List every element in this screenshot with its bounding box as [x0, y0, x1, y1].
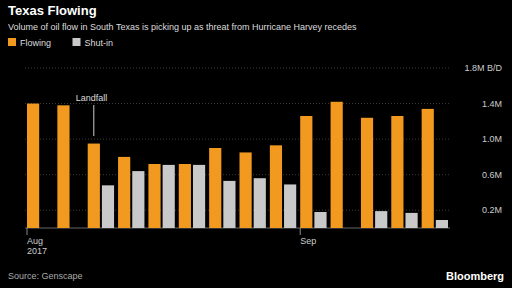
bar — [284, 184, 296, 228]
annotation: Landfall — [76, 93, 108, 103]
y-tick-label: 1.0M — [482, 134, 502, 144]
grid-line — [25, 103, 450, 104]
bar — [148, 164, 160, 228]
bar — [345, 228, 357, 229]
bar — [270, 145, 282, 228]
y-tick-label: 1.8M B/D — [464, 63, 502, 73]
bar — [27, 104, 39, 228]
bar — [223, 181, 235, 228]
bar — [331, 102, 343, 228]
grid-line — [25, 68, 450, 69]
bar — [254, 178, 266, 228]
title: Texas Flowing — [8, 3, 97, 18]
legend-label: Shut-in — [85, 38, 114, 48]
bar — [102, 185, 114, 228]
bar — [132, 171, 144, 228]
background — [0, 0, 512, 288]
bar — [179, 164, 191, 228]
subtitle: Volume of oil flow in South Texas is pic… — [8, 22, 357, 32]
y-tick-label: 0.6M — [482, 170, 502, 180]
bar — [163, 165, 175, 228]
bar — [405, 213, 417, 228]
x-tick — [300, 228, 301, 235]
bar — [391, 116, 403, 228]
grid-line — [25, 139, 450, 140]
y-tick-label: 1.4M — [482, 99, 502, 109]
x-axis: Aug2017 Sep — [27, 228, 316, 256]
annotation-line — [93, 105, 94, 136]
credit: Bloomberg — [446, 270, 504, 282]
legend: Flowing Shut-in — [8, 38, 113, 48]
bar — [422, 109, 434, 228]
bar — [88, 144, 100, 228]
bar — [300, 116, 312, 228]
bar — [41, 228, 53, 229]
bar — [118, 157, 130, 228]
x-tick-label: Aug2017 — [27, 236, 47, 256]
bar — [436, 220, 448, 228]
legend-swatch — [8, 38, 16, 46]
bar — [57, 105, 69, 228]
bar — [240, 152, 252, 228]
bar — [209, 148, 221, 228]
x-tick-label: Sep — [300, 236, 316, 246]
x-tick — [27, 228, 28, 235]
bar — [361, 118, 373, 228]
y-tick-label: 0.2M — [482, 205, 502, 215]
bar — [193, 165, 205, 228]
legend-label: Flowing — [20, 38, 51, 48]
bar — [72, 228, 84, 229]
chart: Texas Flowing Volume of oil flow in South… — [0, 0, 512, 288]
bar — [314, 212, 326, 228]
source: Source: Genscape — [8, 271, 83, 281]
legend-swatch — [73, 38, 81, 46]
bars — [27, 102, 448, 228]
bar — [375, 211, 387, 228]
